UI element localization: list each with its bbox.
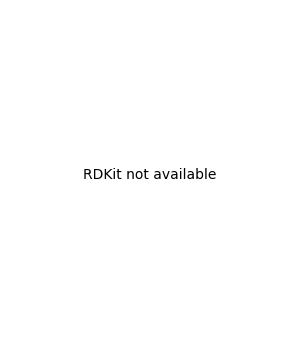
Text: RDKit not available: RDKit not available — [83, 168, 216, 182]
